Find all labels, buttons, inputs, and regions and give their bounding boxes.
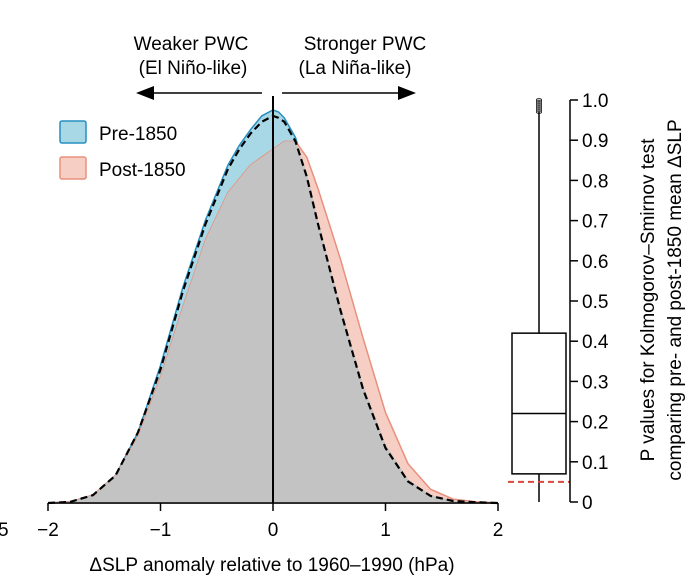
annotation-weaker-line1: Weaker PWC — [134, 34, 249, 55]
x-tick-label: 0 — [268, 520, 279, 541]
y-tick-label: 0.6 — [582, 252, 608, 273]
arrow-right — [282, 86, 416, 100]
legend-label-post-1850: Post-1850 — [99, 160, 186, 181]
annotation-stronger-line2: (La Niña-like) — [299, 58, 412, 79]
annotation-weaker-line2: (El Niño-like) — [139, 58, 248, 79]
y-tick-label: 0.8 — [582, 171, 608, 192]
outlier-point — [536, 106, 543, 110]
x-left-edge-label: 5 — [0, 520, 9, 541]
y-tick-label: 0.4 — [582, 332, 609, 353]
arrow-left — [136, 86, 262, 100]
outlier-point — [536, 110, 543, 114]
outlier-point — [536, 100, 543, 104]
x-tick-label: −1 — [150, 520, 172, 541]
y-tick-label: 0.7 — [582, 212, 608, 233]
legend-swatch-post-1850 — [59, 156, 87, 180]
legend-swatch-pre-1850 — [59, 120, 87, 144]
box-iqr — [511, 332, 567, 475]
box-panel: 0 0.1 0.2 0.3 0.4 0.5 0.6 0.7 0.8 0.9 1.0 P values… — [508, 91, 686, 514]
y-tick-label: 0.1 — [582, 453, 608, 474]
y-tick-label: 0 — [582, 493, 593, 514]
x-tick-label: 2 — [493, 520, 504, 541]
outlier-point — [536, 104, 543, 108]
annotation-stronger-line1: Stronger PWC — [304, 34, 426, 55]
legend: Pre-1850 Post-1850 — [59, 120, 186, 181]
y-axis-label-line1: P values for Kolmogorov–Smirnov test — [638, 138, 659, 462]
y-tick-label: 0.5 — [582, 292, 608, 313]
box-outliers — [536, 98, 543, 114]
x-tick-label: −2 — [37, 520, 59, 541]
density-panel: −2 −1 0 1 2 5 ΔSLP anomaly relative to 1960–… — [0, 34, 503, 576]
y-tick-label: 0.3 — [582, 372, 608, 393]
x-tick-label: 1 — [380, 520, 391, 541]
series-reference-dashed-line — [47, 114, 499, 505]
y-axis-label-line2: comparing pre- and post-1850 mean ΔSLP — [665, 119, 686, 480]
outlier-point — [536, 102, 543, 106]
outlier-point — [536, 98, 543, 102]
x-ticks: −2 −1 0 1 2 — [37, 503, 503, 541]
y-tick-label: 0.9 — [582, 131, 608, 152]
legend-label-pre-1850: Pre-1850 — [99, 124, 177, 145]
x-axis-label: ΔSLP anomaly relative to 1960–1990 (hPa) — [89, 555, 454, 576]
y-tick-label: 0.2 — [582, 413, 608, 434]
outlier-point — [536, 108, 543, 112]
y-ticks: 0 0.1 0.2 0.3 0.4 0.5 0.6 0.7 0.8 0.9 1.0 — [570, 91, 609, 514]
y-tick-label: 1.0 — [582, 91, 608, 112]
